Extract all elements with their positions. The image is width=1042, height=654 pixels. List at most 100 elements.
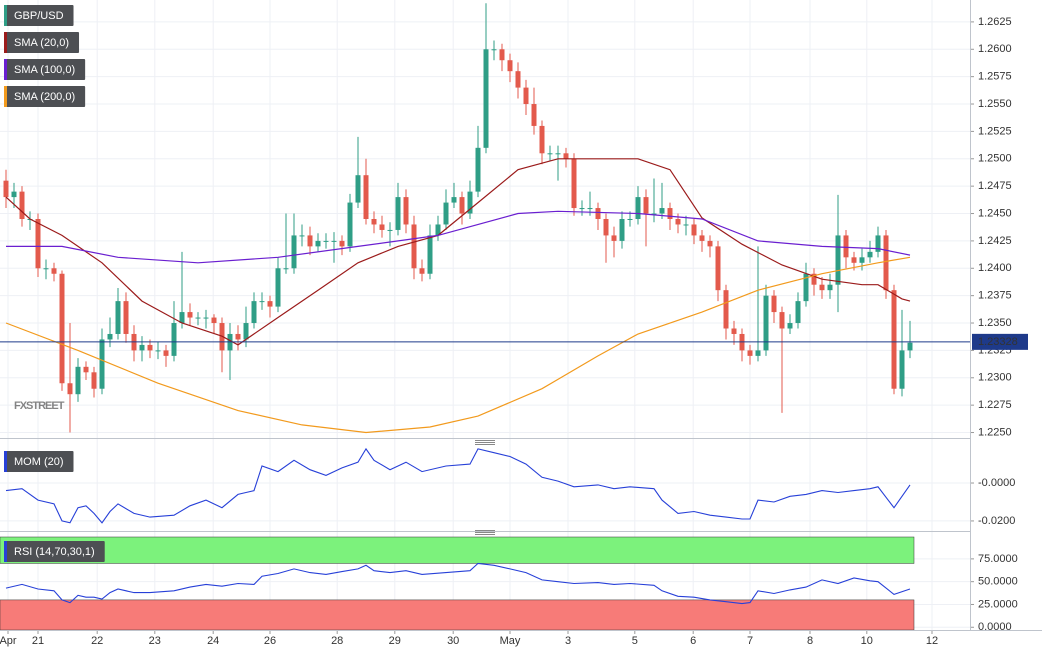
candle-body xyxy=(595,208,601,219)
candle-body xyxy=(555,153,561,155)
candle-body xyxy=(515,71,521,88)
candle-body xyxy=(723,290,729,329)
candle-body xyxy=(451,197,457,203)
candle-body xyxy=(811,273,817,285)
candle-body xyxy=(179,312,185,324)
candle-body xyxy=(539,125,545,154)
sma-line xyxy=(6,210,911,264)
candle-body xyxy=(907,342,913,351)
y-tick-label: 1.2350 xyxy=(978,317,1012,329)
candle-body xyxy=(299,235,305,237)
x-tick-label: 29 xyxy=(389,635,401,647)
candle-body xyxy=(475,147,481,192)
y-tick-label: -0.0200 xyxy=(978,515,1015,527)
candle-body xyxy=(563,153,569,159)
y-tick-label: 1.2375 xyxy=(978,290,1012,302)
x-tick-label: 3 xyxy=(565,635,571,647)
legend-swatch xyxy=(4,32,7,53)
candle-body xyxy=(379,224,385,230)
y-tick-label: 50.0000 xyxy=(978,576,1018,588)
x-tick-label: 6 xyxy=(690,635,696,647)
candle-body xyxy=(547,153,553,155)
legend-label: GBP/USD xyxy=(14,10,64,22)
legend-box xyxy=(4,451,74,472)
grid-layer: 1.22501.22751.23001.23251.23501.23751.24… xyxy=(0,0,1018,633)
y-tick-label: 1.2575 xyxy=(978,71,1012,83)
candle-body xyxy=(747,350,753,356)
legend-box xyxy=(4,541,105,562)
x-tick-label: 12 xyxy=(926,635,938,647)
candle-body xyxy=(899,350,905,389)
candle-body xyxy=(675,219,681,225)
candle-body xyxy=(835,235,841,285)
indicator-line xyxy=(5,447,911,524)
candle-body xyxy=(875,235,881,252)
candle-body xyxy=(491,49,497,51)
sma-line xyxy=(5,158,911,346)
candle-body xyxy=(651,213,657,215)
indicator-line xyxy=(5,562,911,605)
candle-body xyxy=(611,235,617,241)
legend-box xyxy=(4,32,80,53)
legend-swatch xyxy=(4,86,7,107)
candle-body xyxy=(211,317,217,324)
candle-body xyxy=(355,175,361,203)
y-tick-label: 1.2550 xyxy=(978,98,1012,110)
candle-body xyxy=(163,350,169,356)
candle-body xyxy=(99,339,105,389)
legend-item: RSI (14,70,30,1) xyxy=(4,541,105,562)
candle-body xyxy=(155,350,161,352)
candle-body xyxy=(667,208,673,219)
candle-body xyxy=(403,197,409,225)
x-tick-label: 28 xyxy=(331,635,343,647)
x-tick-label: 5 xyxy=(632,635,638,647)
candle-body xyxy=(643,197,649,214)
candle-body xyxy=(323,240,329,242)
candle-body xyxy=(147,344,153,351)
y-tick-label: 1.2500 xyxy=(978,153,1012,165)
candle-body xyxy=(531,104,537,126)
candle-body xyxy=(787,323,793,329)
candle-body xyxy=(59,273,65,384)
y-tick-label: 1.2400 xyxy=(978,262,1012,274)
candle-body xyxy=(763,295,769,351)
candle-body xyxy=(699,235,705,241)
candle-body xyxy=(347,202,353,247)
y-tick-label: 0.0000 xyxy=(978,621,1012,633)
candle-body xyxy=(371,219,377,225)
candle-body xyxy=(443,202,449,225)
candle-body xyxy=(139,344,145,351)
candle-body xyxy=(51,268,57,274)
candle-body xyxy=(779,312,785,329)
candle-body xyxy=(731,328,737,334)
candle-body xyxy=(683,224,689,226)
candle-body xyxy=(755,350,761,356)
candle-body xyxy=(203,317,209,319)
candle-body xyxy=(83,366,89,373)
candle-body xyxy=(867,251,873,258)
candle-body xyxy=(331,240,337,242)
candle-body xyxy=(427,235,433,274)
legend-box xyxy=(4,86,86,107)
legend-item: SMA (100,0) xyxy=(4,59,86,80)
y-tick-label: 75.0000 xyxy=(978,553,1018,565)
candle-body xyxy=(67,383,73,395)
legend-swatch xyxy=(4,5,7,26)
candle-body xyxy=(123,301,129,334)
legend-swatch xyxy=(4,451,7,472)
candle-body xyxy=(35,219,41,269)
watermark: FXSTREET xyxy=(14,400,65,412)
legend-swatch xyxy=(4,541,7,562)
candle-body xyxy=(635,197,641,219)
marks-layer xyxy=(3,3,913,605)
candle-body xyxy=(363,175,369,219)
x-tick-label: 23 xyxy=(149,635,161,647)
y-tick-label: 1.2525 xyxy=(978,125,1012,137)
x-tick-label: 24 xyxy=(207,635,219,647)
y-tick-label: 1.2450 xyxy=(978,207,1012,219)
y-tick-label: 1.2600 xyxy=(978,43,1012,55)
candle-body xyxy=(803,273,809,302)
legend-label: RSI (14,70,30,1) xyxy=(14,546,95,558)
candle-body xyxy=(187,312,193,318)
